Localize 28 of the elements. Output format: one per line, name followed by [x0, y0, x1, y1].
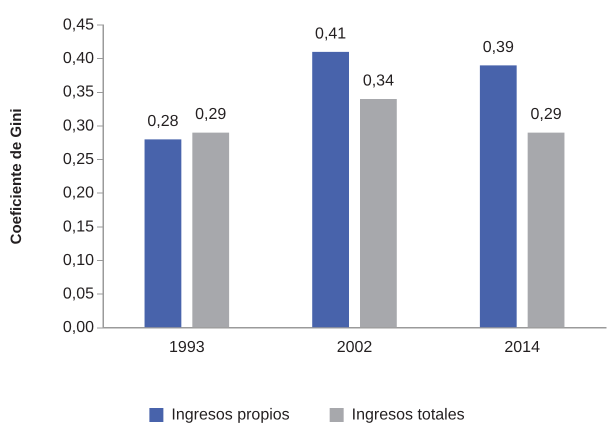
- data-label: 0,28: [147, 112, 179, 130]
- y-tick-label: 0,35: [62, 84, 94, 101]
- bar: [192, 132, 230, 328]
- bar: [480, 65, 517, 328]
- y-tick-label: 0,00: [62, 319, 94, 336]
- y-axis-title: Coeficiente de Gini: [8, 108, 26, 244]
- data-label: 0,29: [530, 106, 562, 124]
- bar: [528, 132, 564, 328]
- x-tick-label: 2002: [336, 338, 372, 356]
- legend-label: Ingresos totales: [352, 406, 465, 424]
- data-label: 0,29: [195, 106, 226, 124]
- bar: [360, 99, 397, 328]
- y-tick-label: 0,10: [62, 252, 94, 269]
- x-tick-label: 1993: [169, 338, 205, 356]
- y-tick-label: 0,30: [62, 117, 94, 134]
- bar: [312, 52, 350, 328]
- data-label: 0,39: [482, 38, 514, 56]
- y-tick-label: 0,20: [62, 184, 94, 202]
- y-tick-label: 0,15: [62, 218, 94, 236]
- legend-label: Ingresos propios: [171, 406, 290, 424]
- y-tick-label: 0,40: [62, 50, 94, 68]
- bar: [144, 139, 182, 328]
- data-label: 0,41: [315, 25, 346, 42]
- x-tick-label: 2014: [504, 338, 540, 356]
- y-tick-label: 0,45: [62, 16, 94, 34]
- y-tick-label: 0,25: [62, 150, 94, 168]
- y-tick-label: 0,05: [62, 286, 94, 303]
- data-label: 0,34: [362, 72, 394, 90]
